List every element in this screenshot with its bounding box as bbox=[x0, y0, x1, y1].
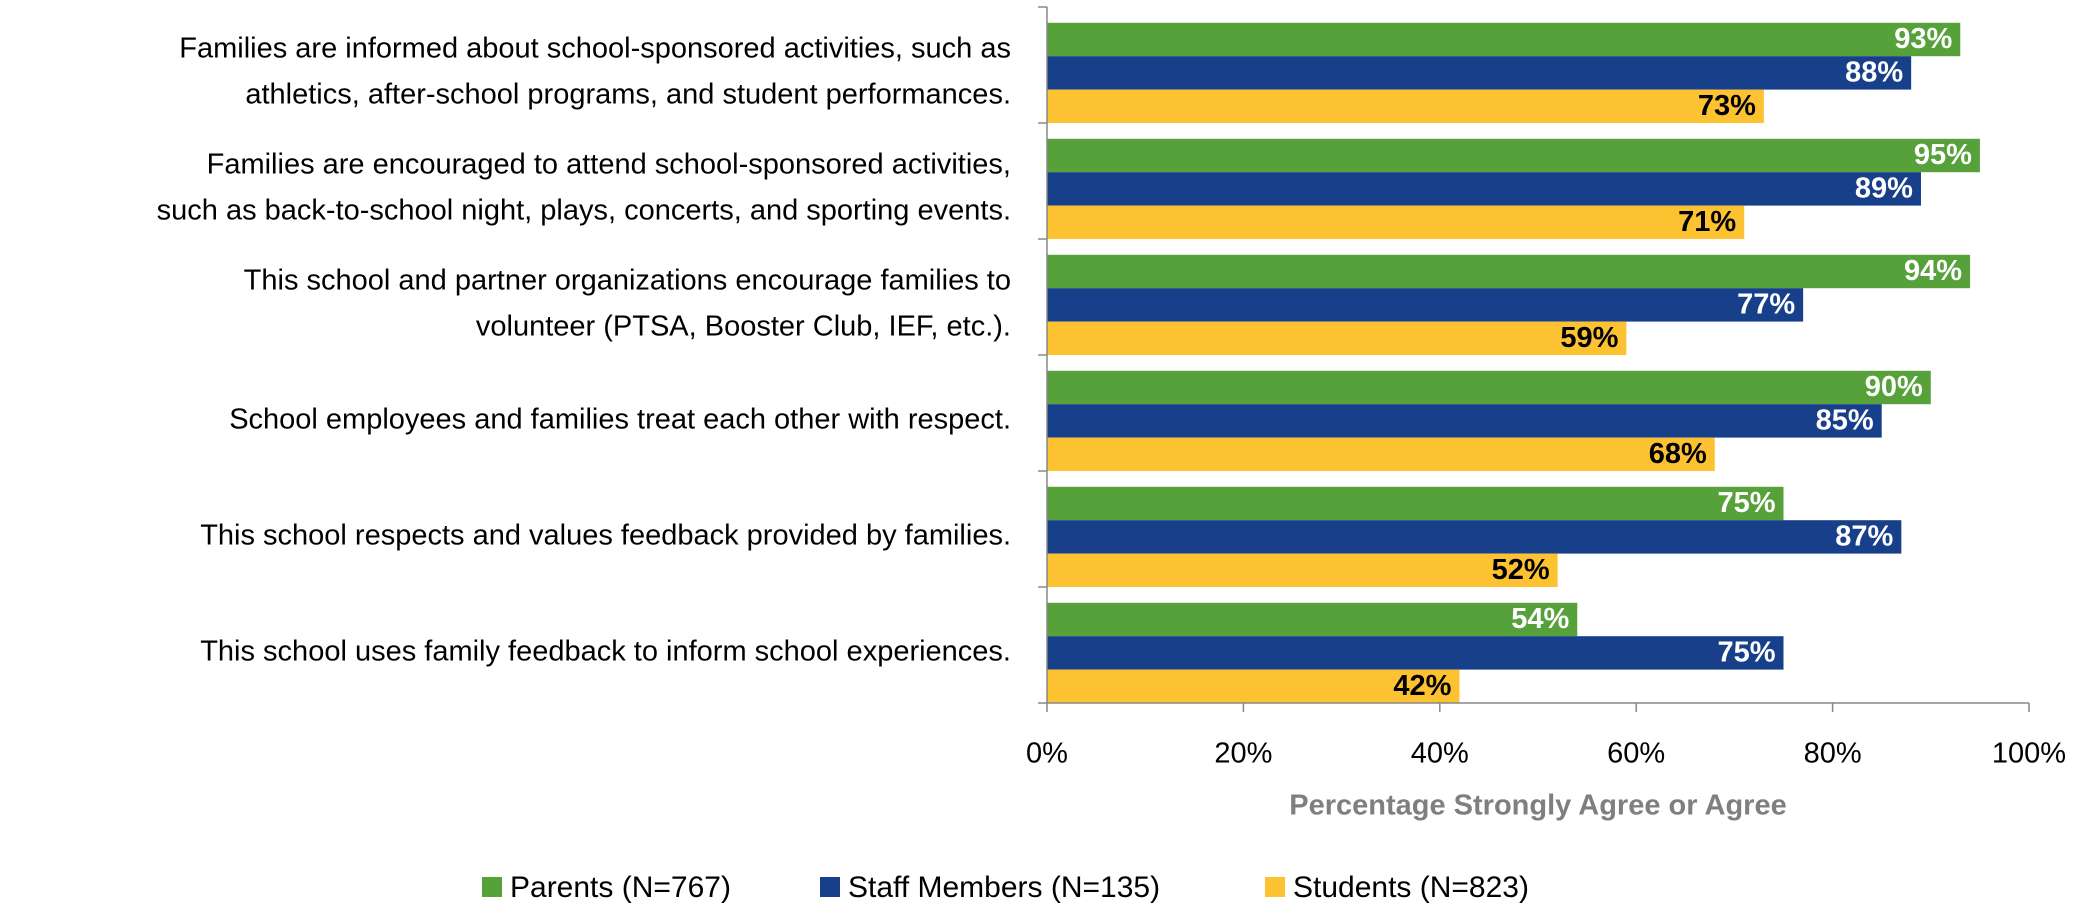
bar bbox=[1047, 520, 1902, 554]
value-label: 88% bbox=[1845, 57, 1903, 89]
category-label: athletics, after-school programs, and st… bbox=[245, 79, 1011, 111]
bar bbox=[1047, 486, 1784, 521]
legend-swatch bbox=[820, 877, 840, 897]
value-label: 42% bbox=[1393, 670, 1451, 702]
category-label: Families are encouraged to attend school… bbox=[207, 149, 1011, 181]
value-label: 54% bbox=[1511, 603, 1569, 635]
value-label: 87% bbox=[1835, 521, 1893, 553]
value-label: 95% bbox=[1914, 139, 1972, 171]
legend-swatch bbox=[1265, 877, 1285, 897]
category-label: This school uses family feedback to info… bbox=[200, 636, 1011, 668]
x-tick-label: 40% bbox=[1411, 738, 1469, 770]
x-tick-label: 100% bbox=[1992, 738, 2066, 770]
legend-swatch bbox=[482, 877, 502, 897]
bar bbox=[1047, 172, 1921, 206]
bar bbox=[1047, 56, 1912, 90]
category-label: School employees and families treat each… bbox=[229, 404, 1011, 436]
x-tick-label: 60% bbox=[1607, 738, 1665, 770]
x-axis-title: Percentage Strongly Agree or Agree bbox=[1289, 790, 1786, 822]
value-label: 73% bbox=[1698, 90, 1756, 122]
value-label: 75% bbox=[1717, 487, 1775, 519]
bar bbox=[1047, 89, 1764, 123]
value-label: 68% bbox=[1649, 438, 1707, 470]
category-label: such as back-to-school night, plays, con… bbox=[157, 195, 1011, 227]
value-label: 94% bbox=[1904, 255, 1962, 287]
x-tick-label: 0% bbox=[1026, 738, 1068, 770]
bar bbox=[1047, 321, 1627, 355]
bar bbox=[1047, 636, 1784, 670]
bar bbox=[1047, 370, 1931, 405]
legend-label: Staff Members (N=135) bbox=[848, 871, 1160, 904]
category-label: volunteer (PTSA, Booster Club, IEF, etc.… bbox=[476, 311, 1011, 343]
bar bbox=[1047, 669, 1460, 703]
value-label: 77% bbox=[1737, 289, 1795, 321]
bar bbox=[1047, 254, 1971, 289]
bar bbox=[1047, 22, 1961, 57]
category-label: Families are informed about school-spons… bbox=[179, 33, 1011, 65]
value-label: 85% bbox=[1816, 405, 1874, 437]
value-label: 59% bbox=[1560, 322, 1618, 354]
value-label: 75% bbox=[1717, 637, 1775, 669]
value-label: 93% bbox=[1894, 23, 1952, 55]
x-tick-label: 80% bbox=[1804, 738, 1862, 770]
value-label: 71% bbox=[1678, 206, 1736, 238]
value-label: 52% bbox=[1492, 554, 1550, 586]
bar bbox=[1047, 205, 1745, 239]
value-label: 90% bbox=[1865, 371, 1923, 403]
bar bbox=[1047, 288, 1804, 322]
bar bbox=[1047, 602, 1578, 637]
value-label: 89% bbox=[1855, 173, 1913, 205]
bar bbox=[1047, 138, 1980, 173]
bar bbox=[1047, 553, 1558, 587]
category-label: This school and partner organizations en… bbox=[244, 265, 1011, 297]
legend-label: Parents (N=767) bbox=[510, 871, 731, 904]
bar bbox=[1047, 437, 1715, 471]
category-label: This school respects and values feedback… bbox=[200, 520, 1011, 552]
bar bbox=[1047, 404, 1882, 438]
legend-label: Students (N=823) bbox=[1293, 871, 1529, 904]
x-tick-label: 20% bbox=[1214, 738, 1272, 770]
